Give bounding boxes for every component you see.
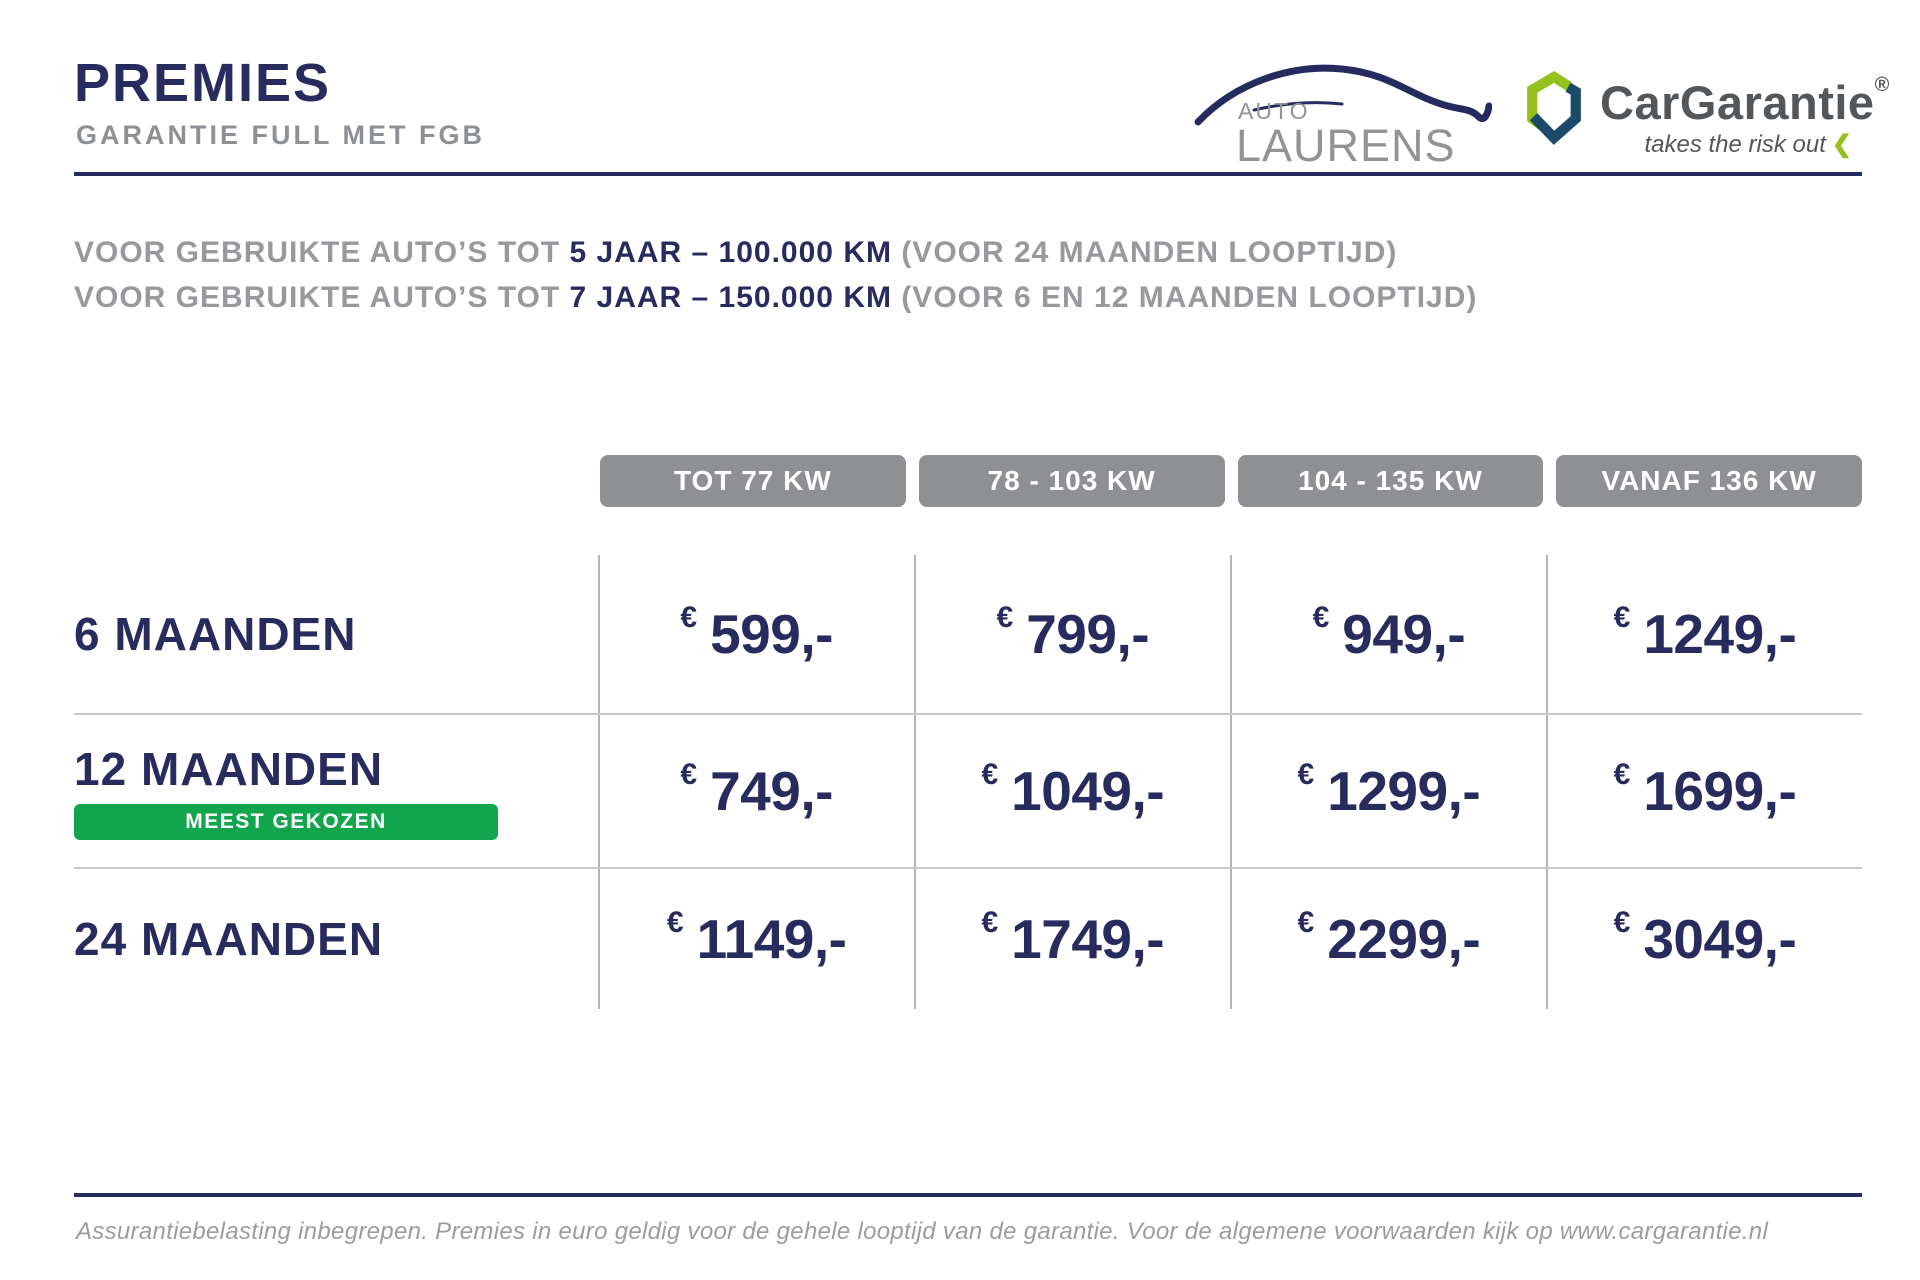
price-cell: €599,- xyxy=(597,555,914,713)
kw-header-78-103: 78 - 103 KW xyxy=(918,455,1225,507)
euro-sign: € xyxy=(680,601,698,634)
euro-sign: € xyxy=(1297,758,1315,791)
footer-disclaimer: Assurantiebelasting inbegrepen. Premies … xyxy=(76,1218,1769,1245)
price-cell: €1149,- xyxy=(597,869,914,1009)
kw-header-vanaf-136: VANAF 136 KW xyxy=(1556,455,1862,507)
auto-laurens-logo: AUTO LAURENS xyxy=(1192,56,1492,171)
price-cell: €1249,- xyxy=(1545,555,1862,713)
price-cell: €2299,- xyxy=(1229,869,1546,1009)
registered-mark: ® xyxy=(1874,74,1890,96)
euro-sign: € xyxy=(1312,601,1330,634)
auto-laurens-logo-line1: AUTO xyxy=(1238,98,1310,124)
condition-line-2: VOOR GEBRUIKTE AUTO’S TOT 7 JAAR – 150.0… xyxy=(74,281,1478,314)
euro-sign: € xyxy=(1613,601,1631,634)
footer-divider xyxy=(74,1193,1862,1197)
price-cell: €1699,- xyxy=(1545,715,1862,867)
kw-header-104-135: 104 - 135 KW xyxy=(1237,455,1544,507)
header-divider xyxy=(74,172,1862,176)
cargarantie-logo: CarGarantie® takes the risk out ❮ xyxy=(1522,58,1889,163)
cargarantie-hexagon-icon xyxy=(1527,70,1581,145)
euro-sign: € xyxy=(666,906,684,939)
euro-sign: € xyxy=(1297,906,1315,939)
cargarantie-tagline: takes the risk out ❮ xyxy=(1644,131,1852,158)
price-cell: €749,- xyxy=(597,715,914,867)
table-row-6-maanden: 6 MAANDEN €599,- €799,- €949,- €1249,- xyxy=(74,555,1862,715)
euro-sign: € xyxy=(981,758,999,791)
price-cell: €949,- xyxy=(1229,555,1546,713)
price-cell: €1049,- xyxy=(913,715,1230,867)
most-chosen-badge: MEEST GEKOZEN xyxy=(74,804,498,840)
euro-sign: € xyxy=(981,906,999,939)
condition-line-1: VOOR GEBRUIKTE AUTO’S TOT 5 JAAR – 100.0… xyxy=(74,236,1398,269)
row-label: 6 MAANDEN xyxy=(74,608,357,660)
euro-sign: € xyxy=(680,758,698,791)
kw-header-tot-77: TOT 77 KW xyxy=(600,455,906,507)
page-title: PREMIES xyxy=(74,53,332,113)
auto-laurens-logo-line2: LAURENS xyxy=(1236,120,1456,171)
table-row-12-maanden: 12 MAANDEN MEEST GEKOZEN €749,- €1049,- … xyxy=(74,715,1862,869)
page-subtitle: GARANTIE FULL MET FGB xyxy=(76,120,485,150)
euro-sign: € xyxy=(1613,906,1631,939)
price-cell: €1749,- xyxy=(913,869,1230,1009)
chevron-left-icon: ❮ xyxy=(1831,131,1852,158)
price-cell: €1299,- xyxy=(1229,715,1546,867)
kw-column-headers: TOT 77 KW 78 - 103 KW 104 - 135 KW VANAF… xyxy=(600,455,1862,507)
car-swoosh-icon xyxy=(1194,64,1492,126)
euro-sign: € xyxy=(996,601,1014,634)
euro-sign: € xyxy=(1613,758,1631,791)
price-cell: €3049,- xyxy=(1545,869,1862,1009)
cargarantie-logo-name: CarGarantie® xyxy=(1600,74,1890,129)
conditions-block: VOOR GEBRUIKTE AUTO’S TOT 5 JAAR – 100.0… xyxy=(74,230,1477,320)
price-table: 6 MAANDEN €599,- €799,- €949,- €1249,- 1… xyxy=(74,555,1862,1009)
price-cell: €799,- xyxy=(913,555,1230,713)
table-row-24-maanden: 24 MAANDEN €1149,- €1749,- €2299,- €3049… xyxy=(74,869,1862,1009)
row-label: 12 MAANDEN MEEST GEKOZEN xyxy=(74,715,598,867)
row-label: 24 MAANDEN xyxy=(74,913,384,965)
